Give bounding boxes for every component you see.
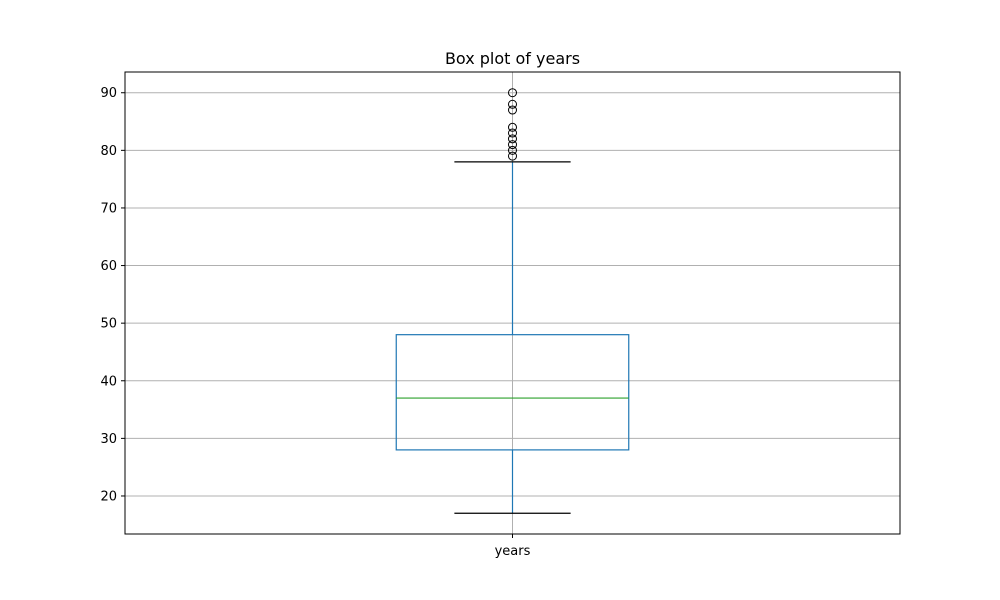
outlier-point [508,99,517,109]
y-tick-label: 60 [100,259,117,274]
outlier-point [508,105,517,115]
outlier-point [508,151,517,161]
axis-layer: 20 30 40 50 60 70 80 90 years [100,86,530,559]
y-tick-label: 20 [100,489,117,504]
chart-title: Box plot of years [445,49,580,68]
x-tick-label: years [495,544,531,559]
y-tick-label: 50 [100,317,117,332]
outlier-point [508,140,517,150]
y-tick-label: 40 [100,374,117,389]
outlier-point [508,88,517,98]
outlier-point [508,134,517,144]
y-tick-label: 30 [100,432,117,447]
box-layer [395,88,630,514]
y-tick-label: 70 [100,201,117,216]
iqr-box [395,334,630,451]
outlier-point [508,128,517,138]
y-tick-label: 90 [100,86,117,101]
plot-frame [124,71,901,535]
outlier-point [508,122,517,132]
y-tick-label: 80 [100,144,117,159]
outlier-point [508,145,517,155]
